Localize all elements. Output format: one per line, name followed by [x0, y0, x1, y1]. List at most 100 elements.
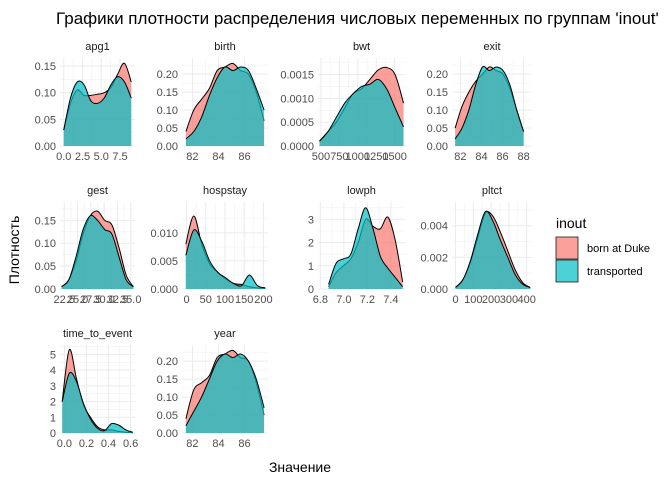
x-tick-label: 0.0 — [56, 151, 71, 163]
x-tick-label: 82 — [186, 151, 198, 163]
y-tick-label: 0.002 — [420, 252, 448, 264]
density-area-transported — [63, 76, 132, 146]
x-tick-label: 6.8 — [313, 294, 328, 306]
x-tick-label: 82 — [454, 151, 466, 163]
y-tick-label: 0.15 — [35, 215, 56, 227]
density-area-transported — [319, 79, 404, 146]
density-line-transported — [61, 371, 133, 433]
x-tick-label: 27.5 — [80, 294, 101, 306]
facet-label: hospstay — [203, 185, 248, 197]
y-tick-label: 0.10 — [35, 238, 56, 250]
y-tick-label: 2 — [308, 238, 314, 250]
facet-label: birth — [214, 41, 235, 53]
x-tick-label: 82 — [186, 438, 198, 450]
x-tick-label: 1500 — [382, 151, 406, 163]
x-tick-label: 2.5 — [75, 151, 90, 163]
y-tick-label: 5 — [50, 349, 56, 361]
y-tick-label: 2 — [50, 397, 56, 409]
facet-label: apg1 — [85, 41, 109, 53]
y-tick-label: 0.20 — [157, 356, 178, 368]
density-line-transported — [185, 229, 266, 289]
legend-label-born-at-duke: born at Duke — [587, 243, 650, 255]
x-tick-label: 1250 — [364, 151, 388, 163]
y-tick-label: 0.00 — [157, 428, 178, 440]
facet-label: time_to_event — [63, 328, 132, 340]
legend-label-transported: transported — [587, 266, 643, 278]
y-tick-label: 0.10 — [157, 392, 178, 404]
x-tick-label: 200 — [482, 294, 500, 306]
density-line-transported — [455, 210, 531, 288]
facet-label: year — [214, 328, 236, 340]
y-tick-label: 4 — [50, 365, 56, 377]
y-tick-label: 0.15 — [157, 374, 178, 386]
y-tick-label: 0.000 — [420, 284, 448, 296]
x-tick-label: 7.5 — [112, 151, 127, 163]
y-tick-label: 0.0015 — [280, 70, 314, 82]
legend: inout born at Duke transported — [555, 215, 650, 283]
y-tick-label: 0.20 — [427, 69, 448, 81]
panel-birth: 82 84 86 0.00 0.05 0.10 0.15 0.20 birth — [157, 41, 268, 163]
x-tick-label: 500 — [312, 151, 330, 163]
y-tick-label: 3 — [308, 214, 314, 226]
panel-gest: 22.525.027.530.032.535.0 0.00 0.05 0.10 0.15… — [35, 185, 142, 306]
y-tick-label: 0.0000 — [280, 141, 314, 153]
density-area-transported — [185, 66, 265, 146]
facet-label: pltct — [482, 185, 502, 197]
y-tick-label: 0.0010 — [280, 93, 314, 105]
legend-title: inout — [556, 215, 586, 231]
y-tick-label: 0.05 — [35, 261, 56, 273]
x-tick-label: 150 — [235, 294, 253, 306]
panel-exit: 82 84 86 88 0.00 0.05 0.10 0.15 0.20 exit — [427, 41, 532, 163]
x-tick-label: 5.0 — [94, 151, 109, 163]
y-tick-label: 0.004 — [420, 221, 448, 233]
density-line-transported — [454, 65, 525, 140]
y-tick-label: 0.05 — [35, 114, 56, 126]
density-line-transported — [319, 78, 404, 142]
density-line-transported — [185, 66, 265, 140]
x-tick-label: 50 — [200, 294, 212, 306]
y-tick-label: 0 — [50, 428, 56, 440]
y-tick-label: 0.20 — [157, 69, 178, 81]
y-tick-label: 0 — [308, 284, 314, 296]
facet-label: exit — [483, 41, 500, 53]
x-tick-label: 32.5 — [107, 294, 128, 306]
y-axis-title: Плотность — [6, 216, 22, 285]
y-tick-label: 0.05 — [157, 410, 178, 422]
x-tick-label: 0.2 — [79, 438, 94, 450]
density-area-transported — [62, 372, 133, 433]
y-tick-label: 0.10 — [427, 105, 448, 117]
x-tick-label: 88 — [517, 151, 529, 163]
density-line-transported — [328, 207, 404, 287]
y-tick-label: 0.15 — [35, 61, 56, 73]
density-area-transported — [455, 211, 531, 289]
y-tick-label: 1 — [308, 261, 314, 273]
x-axis-title: Значение — [269, 459, 331, 475]
density-area-transported — [61, 215, 134, 289]
y-tick-label: 0.000 — [150, 284, 178, 296]
x-tick-label: 25.0 — [67, 294, 88, 306]
x-tick-label: 84 — [212, 438, 224, 450]
y-tick-label: 0.00 — [35, 284, 56, 296]
legend-key-born-at-duke — [555, 236, 579, 260]
facet-label: gest — [87, 185, 108, 197]
panel-pltct: 0 100 200 300 400 0.000 0.002 0.004 pltct — [420, 185, 535, 306]
x-tick-label: 0.6 — [123, 438, 138, 450]
x-tick-label: 100 — [464, 294, 482, 306]
x-tick-label: 7.0 — [336, 294, 351, 306]
y-tick-label: 0.00 — [427, 141, 448, 153]
facet-label: bwt — [353, 41, 370, 53]
density-area-transported — [328, 207, 403, 289]
chart-title: Графики плотности распределения числовых… — [56, 9, 659, 28]
y-tick-label: 0.00 — [157, 141, 178, 153]
x-tick-label: 7.4 — [383, 294, 398, 306]
x-tick-label: 35.0 — [120, 294, 141, 306]
y-tick-label: 0.00 — [35, 141, 56, 153]
y-tick-label: 3 — [50, 381, 56, 393]
panel-year: 82 84 86 0.00 0.05 0.10 0.15 0.20 year — [157, 328, 268, 450]
y-tick-label: 0.10 — [35, 88, 56, 100]
panel-apg1: 0.0 2.5 5.0 7.5 0.00 0.05 0.10 0.15 apg1 — [35, 41, 135, 163]
x-tick-label: 300 — [500, 294, 518, 306]
x-tick-label: 84 — [212, 151, 224, 163]
x-tick-label: 0.4 — [101, 438, 116, 450]
